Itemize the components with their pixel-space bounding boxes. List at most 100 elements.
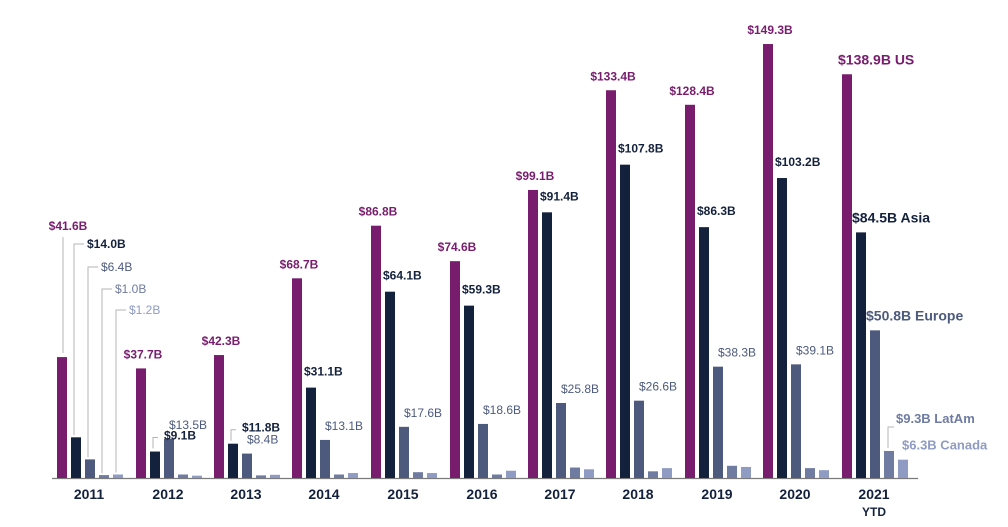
data-label-asia-2018: $107.8B (618, 142, 664, 156)
bar-us-2017 (528, 189, 538, 478)
leader-latam-2011 (101, 288, 112, 474)
leader-europe-2011 (87, 266, 98, 458)
bar-europe-2014 (320, 439, 330, 478)
bar-asia-2016 (464, 305, 474, 478)
bar-europe-2017 (556, 403, 566, 478)
data-label-us-2015: $86.8B (359, 205, 398, 219)
data-label-us-2019: $128.4B (669, 84, 715, 98)
bar-canada-2013 (270, 474, 280, 478)
bar-europe-2018 (634, 400, 644, 478)
tick-label-2017: 2017 (544, 486, 575, 502)
bar-canada-2016 (506, 470, 516, 478)
data-label-us-2014: $68.7B (280, 257, 319, 271)
series-label-europe-2021: $50.8B Europe (866, 307, 963, 323)
bar-asia-2019 (699, 227, 709, 478)
tick-label-2021: 2021 (858, 486, 889, 502)
data-label-europe-2016: $18.6B (483, 403, 521, 417)
data-label-latam-2011: $1.0B (115, 282, 146, 296)
bar-canada-2021 (898, 459, 908, 478)
data-label-europe-2014: $13.1B (325, 419, 363, 433)
data-label-europe-2012: $13.5B (169, 418, 207, 432)
tick-label-2015: 2015 (387, 486, 418, 502)
bar-latam-2011 (99, 475, 109, 478)
data-label-asia-2012: $9.1B (164, 429, 196, 443)
bar-latam-2014 (334, 474, 344, 478)
data-label-asia-2020: $103.2B (775, 155, 821, 169)
series-label-canada-2021: $6.3B Canada (902, 438, 988, 453)
bar-asia-2017 (542, 212, 552, 478)
bar-europe-2015 (399, 426, 409, 478)
bar-us-2012 (136, 368, 146, 478)
bar-asia-2011 (71, 437, 81, 478)
bar-canada-2015 (427, 473, 437, 478)
data-label-us-2017: $99.1B (516, 169, 555, 183)
data-label-us-2012: $37.7B (124, 347, 163, 361)
bar-canada-2014 (348, 473, 358, 478)
bar-europe-2016 (478, 423, 488, 478)
bar-canada-2012 (192, 475, 202, 478)
bar-europe-2013 (242, 453, 252, 478)
data-label-europe-2015: $17.6B (404, 406, 442, 420)
bar-us-2019 (685, 104, 695, 478)
bar-latam-2016 (492, 474, 502, 478)
bar-europe-2011 (85, 459, 95, 478)
data-label-us-2013: $42.3B (202, 334, 241, 348)
data-label-asia-2011: $14.0B (87, 237, 126, 251)
bar-us-2021 (842, 74, 852, 478)
bar-us-2015 (371, 225, 381, 478)
data-label-europe-2018: $26.6B (639, 380, 677, 394)
data-label-asia-2017: $91.4B (540, 189, 579, 203)
data-label-europe-2011: $6.4B (101, 260, 132, 274)
bar-us-2013 (214, 355, 224, 478)
leader-latam-2021 (887, 426, 894, 448)
data-label-asia-2019: $86.3B (697, 204, 736, 218)
bar-canada-2011 (113, 474, 123, 478)
bar-latam-2017 (570, 467, 580, 478)
data-label-asia-2013: $11.8B (242, 421, 280, 435)
tick-sublabel-2021: YTD (862, 505, 886, 519)
series-label-asia-2021: $84.5B Asia (852, 209, 930, 225)
data-label-europe-2019: $38.3B (718, 346, 756, 360)
tick-label-2012: 2012 (152, 486, 183, 502)
bar-asia-2020 (777, 178, 787, 479)
data-label-europe-2017: $25.8B (561, 382, 599, 396)
bar-us-2011 (57, 357, 67, 478)
bar-latam-2021 (884, 450, 894, 478)
leader-asia-2013 (230, 429, 236, 441)
bar-us-2018 (606, 90, 616, 478)
bar-europe-2012 (164, 438, 174, 478)
bar-asia-2015 (385, 291, 395, 478)
leader-asia-2011 (73, 243, 84, 436)
bar-asia-2013 (228, 443, 238, 478)
bar-us-2014 (292, 278, 302, 478)
bar-canada-2017 (584, 469, 594, 478)
leader-asia-2012 (152, 437, 158, 449)
tick-label-2019: 2019 (701, 486, 732, 502)
bar-latam-2015 (413, 472, 423, 478)
bar-latam-2020 (805, 468, 815, 478)
bar-asia-2021 (856, 232, 866, 478)
bar-asia-2012 (150, 451, 160, 478)
bar-latam-2012 (178, 474, 188, 478)
bar-europe-2019 (713, 366, 723, 478)
bar-canada-2019 (741, 466, 751, 478)
data-label-asia-2016: $59.3B (462, 283, 501, 297)
tick-label-2013: 2013 (230, 486, 261, 502)
data-label-asia-2015: $64.1B (383, 269, 422, 283)
data-label-us-2020: $149.3B (747, 23, 793, 37)
leader-canada-2011 (115, 309, 126, 473)
bar-canada-2020 (819, 470, 829, 478)
data-label-us-2011: $41.6B (49, 219, 88, 233)
bar-latam-2019 (727, 465, 737, 478)
data-label-us-2018: $133.4B (590, 69, 636, 83)
tick-label-2020: 2020 (779, 486, 810, 502)
bar-us-2016 (450, 261, 460, 478)
data-label-asia-2014: $31.1B (304, 365, 343, 379)
data-label-europe-2020: $39.1B (796, 343, 834, 357)
data-label-europe-2013: $8.4B (247, 433, 278, 447)
tick-label-2016: 2016 (466, 486, 497, 502)
data-label-canada-2011: $1.2B (129, 303, 160, 317)
series-label-us-2021: $138.9B US (838, 51, 914, 67)
